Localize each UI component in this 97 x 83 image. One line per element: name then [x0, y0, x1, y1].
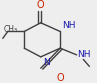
Text: CH₃: CH₃	[4, 25, 18, 34]
Text: N: N	[43, 58, 49, 67]
Text: NH: NH	[77, 50, 90, 59]
Text: NH: NH	[62, 21, 76, 30]
Text: O: O	[37, 0, 45, 10]
Text: O: O	[56, 73, 64, 83]
